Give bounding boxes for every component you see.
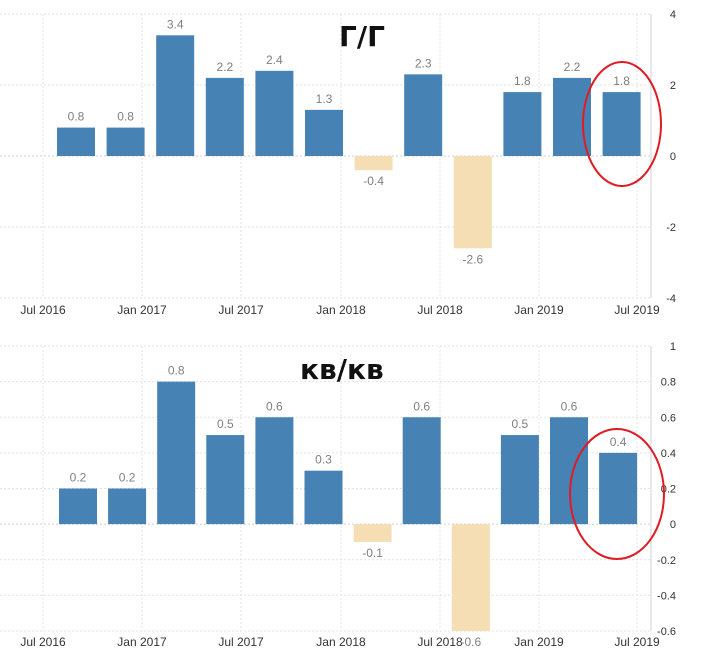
data-label: 0.2 [70, 471, 87, 485]
x-tick-label: Jan 2018 [316, 635, 366, 649]
data-label: -2.6 [462, 252, 483, 266]
data-label: -0.4 [363, 174, 384, 188]
y-tick-label: 1 [670, 341, 676, 353]
y-tick-label: 2 [670, 80, 676, 92]
data-label: 2.2 [216, 60, 233, 74]
bar [255, 417, 294, 525]
bar [206, 435, 245, 525]
x-tick-label: Jul 2019 [614, 635, 660, 649]
data-label: 0.8 [117, 110, 134, 124]
x-tick-label: Jan 2017 [117, 635, 167, 649]
bar [304, 470, 343, 525]
yoy-bar-chart: 4 2 0 -2 -4 Jul 2016 Jan 2017 Jul 2017 Jan 2018 J… [0, 0, 721, 330]
bar [205, 77, 244, 156]
y-tick-label: -0.6 [657, 626, 676, 638]
x-tick-label: Jan 2019 [514, 303, 564, 317]
bar [106, 127, 145, 156]
bar [108, 488, 147, 525]
data-label: 0.4 [610, 435, 627, 449]
bar [599, 452, 638, 525]
data-label: 2.2 [564, 60, 581, 74]
y-tick-label: -4 [666, 293, 676, 305]
chart-svg: 4 2 0 -2 -4 Jul 2016 Jan 2017 Jul 2017 Jan 2018 J… [0, 9, 676, 317]
x-tick-label: Jul 2018 [417, 635, 463, 649]
highlight-ellipse [582, 61, 662, 187]
bar [59, 488, 97, 525]
bar [550, 417, 588, 525]
bar [402, 417, 441, 525]
chart-title: Г/Г [339, 20, 385, 53]
data-label: -0.1 [362, 546, 383, 560]
data-label: 0.5 [512, 417, 529, 431]
chart-svg: 1 0.8 0.6 0.4 0.2 0 -0.2 -0.4 -0.6 Jul 2016 Jan 20… [0, 341, 676, 649]
x-tick-label: Jul 2016 [20, 635, 66, 649]
data-label: 0.8 [68, 110, 85, 124]
bar [57, 127, 95, 156]
x-tick-label: Jan 2019 [514, 635, 564, 649]
x-tick-label: Jul 2017 [218, 635, 264, 649]
y-tick-label: -2 [666, 222, 676, 234]
bar [156, 35, 195, 156]
bar [354, 156, 393, 171]
bar [451, 524, 490, 631]
bar [404, 74, 443, 156]
bar [500, 435, 539, 525]
data-label: 3.4 [167, 17, 184, 31]
qoq-bar-chart: 1 0.8 0.6 0.4 0.2 0 -0.2 -0.4 -0.6 Jul 2016 Jan 20… [0, 333, 721, 665]
y-tick-label: 0 [670, 519, 676, 531]
bar [157, 381, 196, 525]
y-tick-label: -0.2 [657, 555, 676, 567]
bar [353, 524, 392, 542]
x-tick-label: Jan 2018 [316, 303, 366, 317]
bar [453, 156, 492, 249]
y-tick-label: 0.6 [661, 412, 676, 424]
x-tick-label: Jul 2016 [20, 303, 66, 317]
highlight-ellipse [569, 428, 665, 560]
data-label: 0.3 [315, 453, 332, 467]
data-label: 1.3 [316, 92, 333, 106]
data-label: 0.6 [413, 399, 430, 413]
y-tick-label: 4 [670, 9, 676, 21]
y-tick-label: 0.8 [661, 377, 676, 389]
x-tick-label: Jul 2018 [417, 303, 463, 317]
x-tick-label: Jan 2017 [117, 303, 167, 317]
y-tick-label: -0.4 [657, 590, 676, 602]
bar [602, 92, 641, 156]
data-label: 2.4 [266, 53, 283, 67]
bar [305, 109, 343, 156]
bar [255, 70, 294, 156]
y-tick-label: 0 [670, 151, 676, 163]
x-tick-label: Jul 2017 [218, 303, 264, 317]
data-label: 0.8 [168, 364, 185, 378]
data-label: 2.3 [415, 56, 432, 70]
data-label: 1.8 [514, 74, 531, 88]
x-tick-label: Jul 2019 [614, 303, 660, 317]
data-label: 1.8 [613, 74, 630, 88]
data-label: 0.5 [217, 417, 234, 431]
data-label: 0.6 [266, 399, 283, 413]
chart-title: кв/кв [300, 353, 384, 386]
data-label: 0.6 [561, 399, 578, 413]
bar [503, 92, 542, 156]
data-label: 0.2 [119, 471, 136, 485]
y-tick-label: 0.4 [661, 448, 676, 460]
data-label: -0.6 [460, 635, 481, 649]
